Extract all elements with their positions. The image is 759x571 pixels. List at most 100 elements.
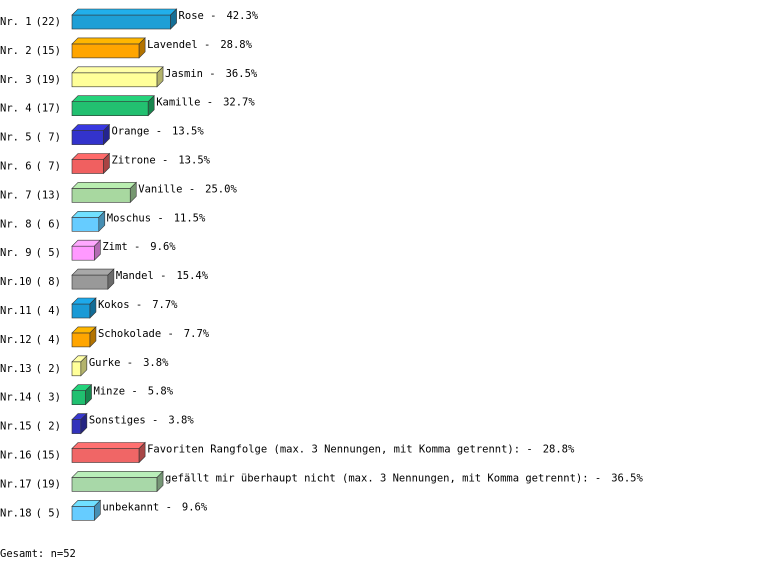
bar-top	[71, 37, 146, 45]
count: ( 4)	[36, 334, 61, 346]
rank-label: Nr.14 ( 3)	[0, 392, 61, 404]
bar-front	[71, 419, 82, 434]
category-label: Moschus -	[107, 212, 164, 224]
rank: Nr.11	[0, 305, 32, 317]
rank-label: Nr.10 ( 8)	[0, 276, 61, 288]
bar	[71, 123, 111, 146]
rank-label: Nr. 6 ( 7)	[0, 161, 61, 173]
rank: Nr. 8	[0, 218, 32, 230]
rank: Nr. 7	[0, 189, 32, 201]
count: ( 4)	[36, 305, 61, 317]
category-label: Minze -	[94, 386, 138, 398]
bar	[71, 210, 106, 233]
rank: Nr.18	[0, 507, 32, 519]
bar-label: Lavendel - 28.8%	[147, 39, 253, 51]
bar-label: Zitrone - 13.5%	[111, 155, 210, 167]
count: ( 3)	[36, 392, 61, 404]
bar-top	[71, 124, 111, 131]
bar	[71, 152, 111, 175]
value-label: 7.7%	[152, 299, 178, 311]
bar	[71, 239, 102, 261]
value-label: 25.0%	[205, 183, 237, 195]
category-label: Gurke -	[89, 357, 133, 369]
bar-label: Moschus - 11.5%	[107, 212, 206, 224]
bar	[71, 499, 102, 522]
bar-top	[71, 442, 146, 449]
count: ( 7)	[36, 161, 61, 173]
rank-label: Nr.13 ( 2)	[0, 363, 61, 375]
value-label: 36.5%	[226, 68, 258, 80]
bar-side	[138, 37, 146, 59]
value-label: 11.5%	[174, 212, 206, 224]
rank-label: Nr. 9 ( 5)	[0, 247, 61, 259]
count: (22)	[36, 16, 61, 28]
rank: Nr. 9	[0, 247, 32, 259]
rank: Nr.15	[0, 421, 32, 433]
bar-label: Minze - 5.8%	[94, 386, 174, 398]
bar-front	[71, 505, 95, 521]
bar	[71, 181, 137, 204]
bar-side	[103, 123, 110, 146]
bar-front	[71, 303, 91, 319]
category-label: Kamille -	[156, 97, 213, 109]
footer: Gesamt: n=52	[0, 548, 76, 560]
rank: Nr. 2	[0, 45, 32, 57]
rank: Nr.16	[0, 450, 32, 462]
rank-label: Nr.15 ( 2)	[0, 421, 61, 433]
count: (15)	[36, 450, 61, 462]
bar-side	[80, 412, 88, 435]
bar-top	[71, 471, 164, 478]
bar-label: Jasmin - 36.5%	[165, 68, 258, 80]
bar-front	[71, 390, 86, 406]
bar-front	[71, 361, 82, 377]
bar	[71, 355, 88, 377]
category-label: Favoriten Rangfolge (max. 3 Nennungen, m…	[147, 444, 533, 456]
count: (15)	[36, 45, 61, 57]
bar-label: Mandel - 15.4%	[116, 270, 209, 282]
rank-label: Nr. 7 (13)	[0, 189, 61, 201]
bar	[71, 94, 155, 117]
category-label: Zitrone -	[111, 155, 168, 167]
bar	[71, 441, 146, 464]
bar-front	[71, 101, 149, 116]
bar-side	[156, 66, 164, 88]
bar-top	[71, 8, 178, 16]
value-label: 9.6%	[150, 241, 176, 253]
bar-front	[71, 43, 140, 59]
rank: Nr. 3	[0, 74, 32, 86]
count: ( 6)	[36, 218, 61, 230]
value-label: 3.8%	[143, 357, 169, 369]
value-label: 5.8%	[148, 386, 174, 398]
value-label: 36.5%	[611, 472, 643, 484]
bar-label: Favoriten Rangfolge (max. 3 Nennungen, m…	[147, 444, 575, 456]
value-label: 7.7%	[184, 328, 210, 340]
bar-side	[89, 326, 97, 348]
bar-side	[107, 268, 115, 290]
value-label: 15.4%	[176, 270, 208, 282]
bar-front	[71, 448, 140, 463]
bar-front	[71, 188, 131, 203]
count: (17)	[36, 103, 61, 115]
rank-label: Nr.11 ( 4)	[0, 305, 61, 317]
rank-label: Nr.12 ( 4)	[0, 334, 61, 346]
bar-front	[71, 217, 100, 232]
rank-label: Nr. 1 (22)	[0, 16, 61, 28]
category-label: unbekannt -	[102, 501, 172, 513]
rank-label: Nr. 8 ( 6)	[0, 218, 61, 230]
category-label: Schokolade -	[98, 328, 174, 340]
count: ( 5)	[36, 247, 61, 259]
bar-label: Vanille - 25.0%	[138, 183, 237, 195]
rank-label: Nr. 2 (15)	[0, 45, 61, 57]
bar-top	[71, 95, 155, 102]
bar	[71, 412, 88, 435]
rank: Nr. 6	[0, 161, 32, 173]
count: ( 7)	[36, 132, 61, 144]
bar	[71, 297, 97, 319]
bar-label: unbekannt - 9.6%	[102, 501, 208, 513]
rank-label: Nr. 3 (19)	[0, 74, 61, 86]
bar-label: Gurke - 3.8%	[89, 357, 169, 369]
rank-label: Nr.17 (19)	[0, 478, 61, 490]
value-label: 9.6%	[182, 501, 208, 513]
bar-front	[71, 245, 95, 261]
